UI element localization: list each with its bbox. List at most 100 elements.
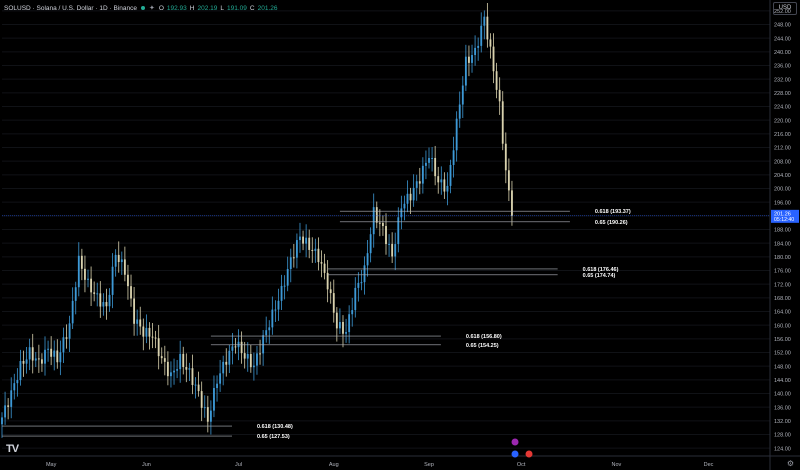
candle-body	[455, 118, 458, 151]
candle-body	[71, 300, 74, 324]
candle-body	[176, 369, 179, 371]
candle-body	[308, 237, 311, 250]
x-tick-label: Sep	[424, 462, 434, 468]
candle-body	[498, 89, 501, 102]
candle-body	[80, 255, 83, 269]
candle-body	[237, 341, 240, 348]
candle-body	[385, 226, 387, 245]
y-tick-label: 184.00	[774, 241, 791, 247]
candle-body	[425, 162, 427, 166]
candle-body	[194, 384, 197, 386]
y-tick-label: 124.00	[774, 446, 791, 452]
symbol-title[interactable]: SOLUSD · Solana / U.S. Dollar · 1D · Bin…	[4, 4, 137, 12]
candle-body	[1, 417, 3, 425]
fib-level-label: 0.65 (127.53)	[257, 434, 290, 440]
tradingview-logo[interactable]: TV	[6, 443, 19, 455]
candle-body	[148, 327, 151, 337]
candle-body	[443, 179, 446, 192]
candle-body	[53, 350, 56, 357]
currency-button[interactable]: USD	[773, 2, 797, 15]
candle-body	[338, 322, 341, 329]
candle-body	[120, 259, 123, 263]
candle-body	[421, 165, 424, 184]
candle-body	[388, 243, 390, 245]
candle-body	[314, 248, 317, 251]
y-tick-label: 216.00	[774, 132, 791, 138]
candle-body	[511, 190, 513, 216]
fib-level-label: 0.65 (174.74)	[583, 273, 616, 279]
candle-body	[400, 208, 403, 218]
low-key: L	[220, 4, 224, 12]
candle-body	[262, 335, 265, 354]
candle-body	[166, 361, 169, 377]
high-value: 202.19	[197, 4, 218, 12]
candle-body	[369, 234, 372, 254]
candle-body	[123, 259, 126, 275]
candle-body	[10, 390, 13, 407]
candle-body	[354, 287, 357, 311]
fib-level-label: 0.618 (176.46)	[583, 267, 619, 273]
symbol-header: SOLUSD · Solana / U.S. Dollar · 1D · Bin…	[4, 2, 277, 14]
candle-body	[136, 319, 139, 324]
candle-body	[480, 25, 483, 46]
y-tick-label: 236.00	[774, 64, 791, 70]
candle-body	[415, 181, 418, 188]
candle-body	[249, 353, 252, 368]
candle-body	[452, 150, 455, 165]
y-tick-label: 148.00	[774, 364, 791, 370]
candle-body	[391, 243, 394, 257]
x-tick-label: Nov	[612, 462, 622, 468]
y-tick-label: 188.00	[774, 228, 791, 234]
candle-body	[117, 254, 120, 263]
candle-body	[471, 55, 473, 63]
candle-body	[311, 249, 314, 251]
candle-body	[4, 405, 6, 418]
candle-body	[108, 294, 111, 307]
y-tick-label: 212.00	[774, 146, 791, 152]
candle-body	[231, 346, 234, 351]
y-tick-label: 232.00	[774, 77, 791, 83]
fib-level-label: 0.618 (130.48)	[257, 424, 293, 430]
candle-body	[68, 323, 71, 339]
y-tick-label: 176.00	[774, 269, 791, 275]
flag-event-icon	[525, 450, 533, 458]
candle-body	[145, 327, 148, 337]
share-icon[interactable]: ✦	[148, 5, 155, 12]
candle-body	[335, 312, 338, 329]
candle-body	[507, 170, 510, 191]
candle-body	[111, 266, 114, 295]
candle-body	[130, 286, 132, 299]
y-tick-label: 140.00	[774, 392, 791, 398]
candle-body	[170, 372, 172, 377]
candle-body	[228, 350, 231, 365]
y-tick-label: 136.00	[774, 405, 791, 411]
candle-body	[363, 265, 366, 283]
candle-body	[489, 39, 492, 47]
candle-body	[412, 187, 415, 201]
settings-gear-icon[interactable]: ⚙	[786, 459, 794, 468]
candle-body	[157, 338, 160, 357]
candle-body	[495, 71, 498, 90]
x-tick-label: May	[46, 462, 57, 468]
y-tick-label: 160.00	[774, 323, 791, 329]
y-tick-label: 252.00	[774, 9, 791, 15]
candle-body	[431, 157, 434, 159]
candle-body	[90, 278, 93, 293]
y-tick-label: 244.00	[774, 36, 791, 42]
candle-body	[151, 336, 154, 338]
candle-body	[446, 185, 449, 192]
candle-body	[409, 193, 412, 201]
x-tick-label: Aug	[329, 462, 339, 468]
x-tick-label: Jun	[142, 462, 151, 468]
candle-body	[16, 380, 19, 384]
candle-body	[127, 274, 129, 287]
candle-body	[243, 353, 246, 359]
event-marker-icon	[511, 438, 519, 446]
candle-body	[44, 349, 46, 364]
candle-body	[34, 358, 37, 361]
candle-body	[486, 16, 489, 40]
candle-body	[323, 263, 326, 273]
y-tick-label: 204.00	[774, 173, 791, 179]
candle-body	[13, 383, 16, 391]
